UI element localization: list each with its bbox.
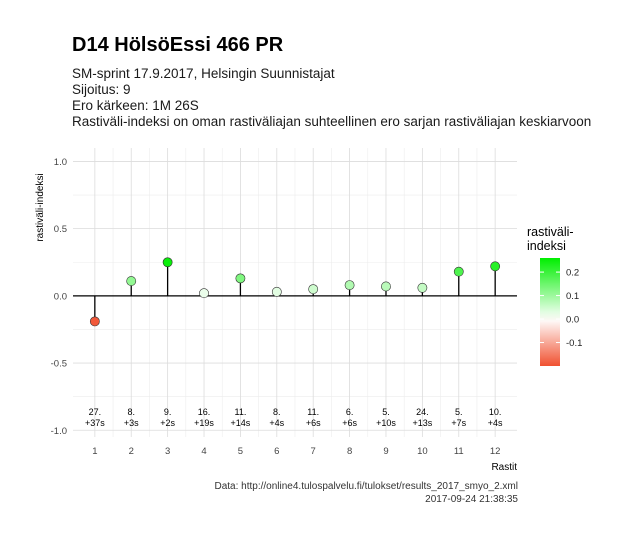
lollipop-point — [89, 316, 100, 327]
x-tick-label: 8 — [347, 446, 352, 457]
x-tick-label: 1 — [92, 446, 97, 457]
x-tick-label: 6 — [274, 446, 279, 457]
legend-tick-label: 0.2 — [566, 268, 579, 279]
x-axis-title: Rastit — [491, 462, 517, 473]
lollipop-point — [308, 284, 319, 295]
split-rank-label: 6. — [346, 407, 354, 417]
data-source-caption: Data: http://online4.tulospalvelu.fi/tul… — [214, 481, 518, 492]
x-tick-label: 7 — [311, 446, 316, 457]
split-time-diff-label: +6s — [306, 418, 321, 428]
split-rank-label: 24. — [416, 407, 429, 417]
split-time-diff-label: +13s — [412, 418, 432, 428]
lollipop-point — [199, 288, 209, 299]
subtitle-line-3: Ero kärkeen: 1M 26S — [72, 98, 199, 113]
split-rank-label: 16. — [198, 407, 211, 417]
y-axis-title: rastiväli-indeksi — [35, 173, 46, 241]
split-rank-label: 5. — [455, 407, 463, 417]
subtitle-line-1: SM-sprint 17.9.2017, Helsingin Suunnista… — [72, 66, 335, 81]
split-rank-label: 9. — [164, 407, 172, 417]
y-tick-label: 0.0 — [54, 291, 67, 302]
lollipop-point — [344, 280, 355, 291]
lollipop-point — [162, 257, 173, 268]
split-rank-label: 8. — [273, 407, 281, 417]
split-rank-label: 10. — [489, 407, 502, 417]
legend-colorbar — [540, 258, 560, 366]
split-rank-label: 5. — [382, 407, 390, 417]
x-tick-label: 9 — [383, 446, 388, 457]
split-time-diff-label: +14s — [231, 418, 251, 428]
legend-title-line-2: indeksi — [527, 239, 566, 253]
x-tick-label: 10 — [417, 446, 428, 457]
split-time-diff-label: +2s — [160, 418, 175, 428]
lollipop-point — [271, 286, 282, 297]
lollipop-point — [381, 281, 391, 292]
legend-title-line-1: rastiväli- — [527, 225, 574, 239]
split-rank-label: 27. — [89, 407, 102, 417]
split-time-diff-label: +4s — [488, 418, 503, 428]
lollipop-point — [417, 282, 428, 293]
split-time-diff-label: +4s — [269, 418, 284, 428]
x-tick-label: 2 — [129, 446, 134, 457]
split-time-diff-label: +7s — [451, 418, 466, 428]
subtitle-line-2: Sijoitus: 9 — [72, 82, 131, 97]
lollipop-point — [453, 266, 464, 277]
x-tick-label: 11 — [454, 446, 464, 457]
split-time-diff-label: +10s — [376, 418, 396, 428]
legend-tick-label: 0.1 — [566, 291, 579, 302]
y-tick-label: -0.5 — [51, 359, 67, 370]
x-tick-label: 3 — [165, 446, 170, 457]
y-tick-label: -1.0 — [51, 426, 67, 437]
subtitle-line-4: Rastiväli-indeksi on oman rastiväliajan … — [72, 114, 592, 129]
lollipop-point — [490, 261, 501, 272]
chart-title: D14 HölsöEssi 466 PR — [72, 34, 284, 56]
split-time-diff-label: +37s — [85, 418, 105, 428]
x-tick-label: 12 — [490, 446, 501, 457]
split-rank-label: 8. — [127, 407, 135, 417]
split-time-diff-label: +6s — [342, 418, 357, 428]
legend-tick-label: -0.1 — [566, 338, 582, 349]
y-tick-label: 0.5 — [54, 224, 67, 235]
split-time-diff-label: +3s — [124, 418, 139, 428]
y-tick-label: 1.0 — [54, 157, 67, 168]
x-tick-label: 5 — [238, 446, 243, 457]
x-tick-label: 4 — [201, 446, 206, 457]
legend-tick-label: 0.0 — [566, 315, 579, 326]
split-rank-label: 11. — [234, 407, 246, 417]
lollipop-point — [235, 273, 246, 284]
lollipop-point — [126, 276, 137, 286]
split-time-diff-label: +19s — [194, 418, 214, 428]
timestamp-caption: 2017-09-24 21:38:35 — [425, 494, 518, 505]
split-rank-label: 11. — [307, 407, 319, 417]
